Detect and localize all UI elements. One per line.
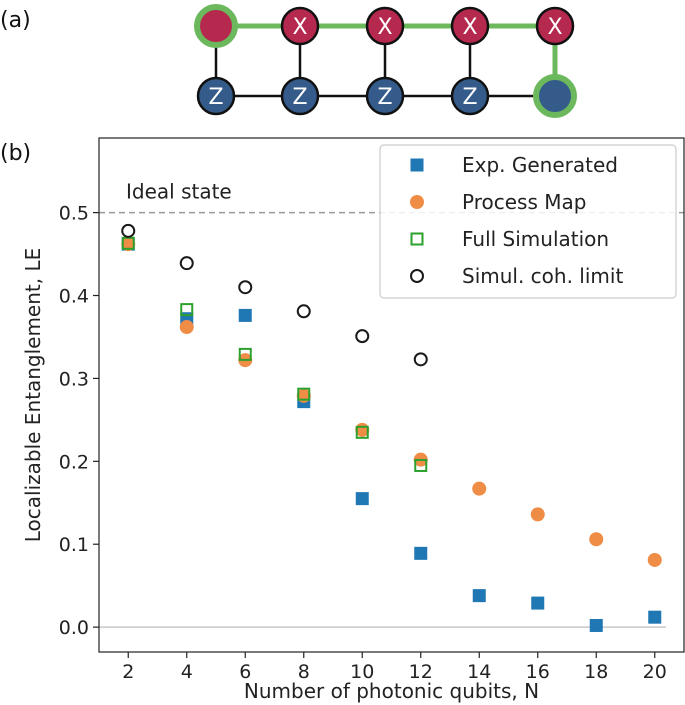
point-exp-generated [238,308,252,322]
series-simul-coh-limit [121,223,428,367]
legend-label-full-simulation: Full Simulation [462,227,609,251]
point-process-map [589,532,604,547]
node-label-z4: Z [462,85,477,110]
panel-a: (a) X X X X Z Z [0,4,577,118]
node-label-x1: X [292,15,307,40]
x-tick-label: 2 [122,661,134,683]
legend-marker-process-map [410,195,424,209]
x-tick-label: 6 [239,661,251,683]
node-label-z2: Z [292,85,307,110]
node-label-x3: X [462,15,477,40]
point-exp-generated [648,610,662,624]
point-exp-generated [531,596,545,610]
legend: Exp. Generated Process Map Full Simulati… [379,144,677,299]
node-end [533,74,577,118]
point-simul-coh-limit [121,223,136,238]
y-tick-label: 0.4 [59,286,89,308]
node-label-z3: Z [377,85,392,110]
legend-label-process-map: Process Map [462,190,586,214]
point-process-map [121,237,136,252]
node-x1 [280,6,320,46]
legend-marker-simul-coh-limit [410,269,424,283]
legend-markers [410,158,424,283]
y-tick-label: 0.3 [59,368,89,390]
graph-nodes [194,4,577,118]
legend-label-exp-generated: Exp. Generated [462,153,618,177]
x-tick-label: 20 [643,661,667,683]
node-label-x4: X [547,15,562,40]
node-start [194,4,238,48]
legend-box [379,144,677,299]
data-series [121,223,662,632]
node-x3 [450,6,490,46]
x-tick-label: 16 [526,661,550,683]
legend-marker-full-simulation [410,232,424,246]
node-z2 [280,76,320,116]
ideal-state-label: Ideal state [126,180,232,204]
point-simul-coh-limit [238,280,253,295]
y-tick-label: 0.5 [59,203,89,225]
node-x2 [365,6,405,46]
x-tick-label: 18 [584,661,608,683]
point-exp-generated [414,546,428,560]
x-tick-label: 4 [181,661,193,683]
legend-label-simul-coh-limit: Simul. coh. limit [462,264,623,288]
panel-a-label: (a) [0,8,31,33]
y-axis-label: Localizable Entanglement, LE [21,248,45,543]
plot-frame [98,137,685,653]
point-exp-generated [355,492,369,506]
point-process-map [472,481,487,496]
point-full-simulation [414,458,428,472]
y-tick-label: 0.2 [59,451,89,473]
point-full-simulation [355,425,369,439]
axis-ticks: 2 4 6 8 10 12 14 16 18 20 0.0 0.1 0.2 0.3 0.4 0.5 [59,203,667,683]
x-tick-label: 14 [467,661,491,683]
x-axis-label: Number of photonic qubits, N [244,679,539,703]
point-exp-generated [472,589,486,603]
node-z1 [196,76,236,116]
point-simul-coh-limit [296,304,311,319]
point-simul-coh-limit [355,329,370,344]
x-tick-label: 8 [298,661,310,683]
point-simul-coh-limit [179,256,194,271]
legend-marker-exp-generated [410,158,424,172]
node-z4 [450,76,490,116]
node-x4 [535,6,575,46]
node-label-x2: X [377,15,392,40]
y-tick-label: 0.1 [59,534,89,556]
node-z3 [365,76,405,116]
y-tick-label: 0.0 [59,617,89,639]
x-tick-label: 10 [350,661,374,683]
point-full-simulation [180,303,194,317]
point-full-simulation [297,387,311,401]
panel-b: (b) Ideal state 2 4 6 8 10 12 14 16 18 20 0.0 0.1 0.… [0,137,685,703]
point-simul-coh-limit [413,352,428,367]
panel-b-label: (b) [0,141,31,166]
node-labels: X X X X Z Z Z Z [208,15,562,110]
point-process-map [647,552,662,567]
point-exp-generated [589,618,603,632]
point-full-simulation [238,347,252,361]
node-label-z1: Z [208,85,223,110]
point-process-map [530,507,545,522]
x-tick-label: 12 [409,661,433,683]
point-process-map [179,320,194,335]
